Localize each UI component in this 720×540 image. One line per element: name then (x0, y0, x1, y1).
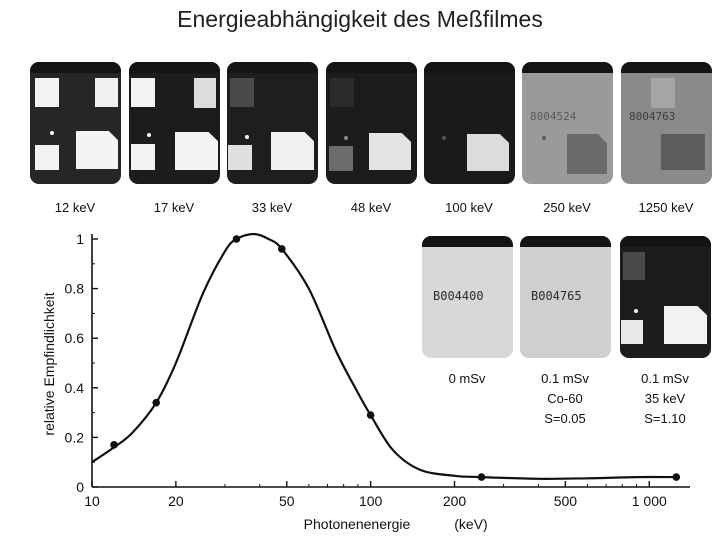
data-point (477, 473, 486, 481)
inset-label: 0.1 mSv 35 keV S=1.10 (610, 369, 720, 429)
film-label: 48 keV (350, 200, 392, 215)
data-point (110, 441, 118, 449)
y-tick-label: 1 (76, 231, 84, 247)
film-1250kev: 8004763 (621, 62, 712, 184)
data-point (152, 398, 161, 407)
film-label: 1250 keV (638, 200, 694, 215)
film-12kev (30, 62, 121, 184)
y-tick-label: 0 (76, 479, 84, 495)
data-point (672, 473, 681, 481)
inset-film-35kev (620, 236, 711, 358)
x-tick-label: 20 (168, 493, 184, 509)
inset-label: 0 mSv (412, 369, 522, 389)
inset-film-co60: B004765 (520, 236, 611, 358)
film-label: 12 keV (54, 200, 96, 215)
film-serial: B004765 (531, 289, 582, 303)
film-48kev (326, 62, 417, 184)
inset-film-0msv: B004400 (422, 236, 513, 358)
film-serial: B004400 (433, 289, 484, 303)
x-axis-label: Photonenenergie (304, 516, 411, 532)
y-axis-label: relative Empfindlichkeit (41, 292, 57, 435)
inset-label-line: 0.1 mSv (541, 371, 589, 386)
film-label: 250 keV (543, 200, 591, 215)
film-label: 100 keV (445, 200, 493, 215)
film-250kev: 8004524 (522, 62, 613, 184)
film-33kev (227, 62, 318, 184)
inset-label: 0.1 mSv Co-60 S=0.05 (510, 369, 620, 429)
film-17kev (129, 62, 220, 184)
inset-label-line: Co-60 (547, 391, 583, 406)
film-100kev (424, 62, 515, 184)
inset-label-line: 0 mSv (448, 371, 486, 386)
x-tick-label: 100 (359, 493, 383, 509)
y-tick-label: 0.6 (65, 330, 85, 346)
y-tick-label: 0.4 (65, 380, 85, 396)
x-tick-label: 500 (554, 493, 578, 509)
data-point (278, 245, 286, 253)
film-label: 33 keV (251, 200, 293, 215)
data-point (366, 411, 375, 419)
inset-label-line: S=0.05 (544, 411, 586, 426)
y-tick-label: 0.8 (65, 281, 85, 297)
x-axis-unit: (keV) (454, 516, 487, 532)
inset-label-line: 0.1 mSv (641, 371, 689, 386)
y-tick-label: 0.2 (65, 429, 85, 445)
x-tick-label: 1 000 (632, 493, 667, 509)
film-label: 17 keV (153, 200, 195, 215)
sensitivity-curve (91, 232, 677, 480)
inset-label-line: 35 keV (644, 391, 686, 406)
x-tick-label: 50 (279, 493, 295, 509)
x-tick-label: 200 (443, 493, 467, 509)
inset-label-line: S=1.10 (644, 411, 686, 426)
data-point (232, 235, 241, 243)
x-tick-label: 10 (84, 493, 100, 509)
chart-title: Energieabhängigkeit des Meßfilmes (177, 6, 543, 32)
